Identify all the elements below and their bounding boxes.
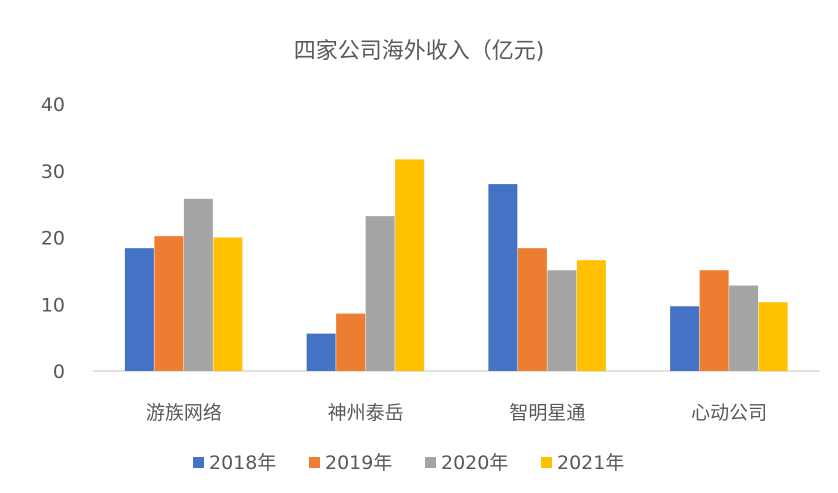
bar: [547, 270, 577, 371]
y-tick-label: 30: [41, 161, 65, 183]
bar: [517, 248, 547, 371]
legend-label: 2019年: [325, 452, 392, 474]
y-tick-label: 0: [53, 361, 65, 383]
y-tick-label: 10: [41, 294, 65, 316]
y-tick-label: 20: [41, 228, 65, 250]
bar: [183, 198, 213, 371]
bar: [336, 313, 366, 371]
category-label: 游族网络: [146, 402, 222, 424]
legend-swatch: [309, 457, 320, 468]
bar: [395, 159, 425, 371]
legend-swatch: [541, 457, 552, 468]
bar: [729, 285, 759, 371]
bar: [306, 333, 336, 371]
legend-swatch: [193, 457, 204, 468]
y-axis-ticks: 0 10 20 30 40: [41, 94, 65, 383]
bar: [124, 248, 154, 371]
legend-label: 2021年: [557, 452, 624, 474]
bar: [365, 216, 395, 371]
category-label: 神州泰岳: [328, 402, 404, 424]
bar: [670, 306, 700, 371]
chart-title: 四家公司海外收入（亿元): [294, 39, 545, 64]
bar: [758, 302, 788, 371]
legend-label: 2020年: [441, 452, 508, 474]
bar: [154, 236, 184, 371]
bar: [699, 270, 729, 371]
y-tick-label: 40: [41, 94, 65, 116]
category-label: 心动公司: [691, 402, 767, 424]
legend: 2018年 2019年 2020年 2021年: [193, 452, 624, 474]
category-label: 智明星通: [509, 402, 585, 424]
legend-swatch: [425, 457, 436, 468]
bars-group: [124, 159, 788, 371]
bar: [488, 184, 518, 371]
category-labels: 游族网络 神州泰岳 智明星通 心动公司: [146, 402, 767, 424]
bar: [576, 260, 606, 371]
legend-label: 2018年: [209, 452, 276, 474]
bar: [213, 237, 243, 371]
